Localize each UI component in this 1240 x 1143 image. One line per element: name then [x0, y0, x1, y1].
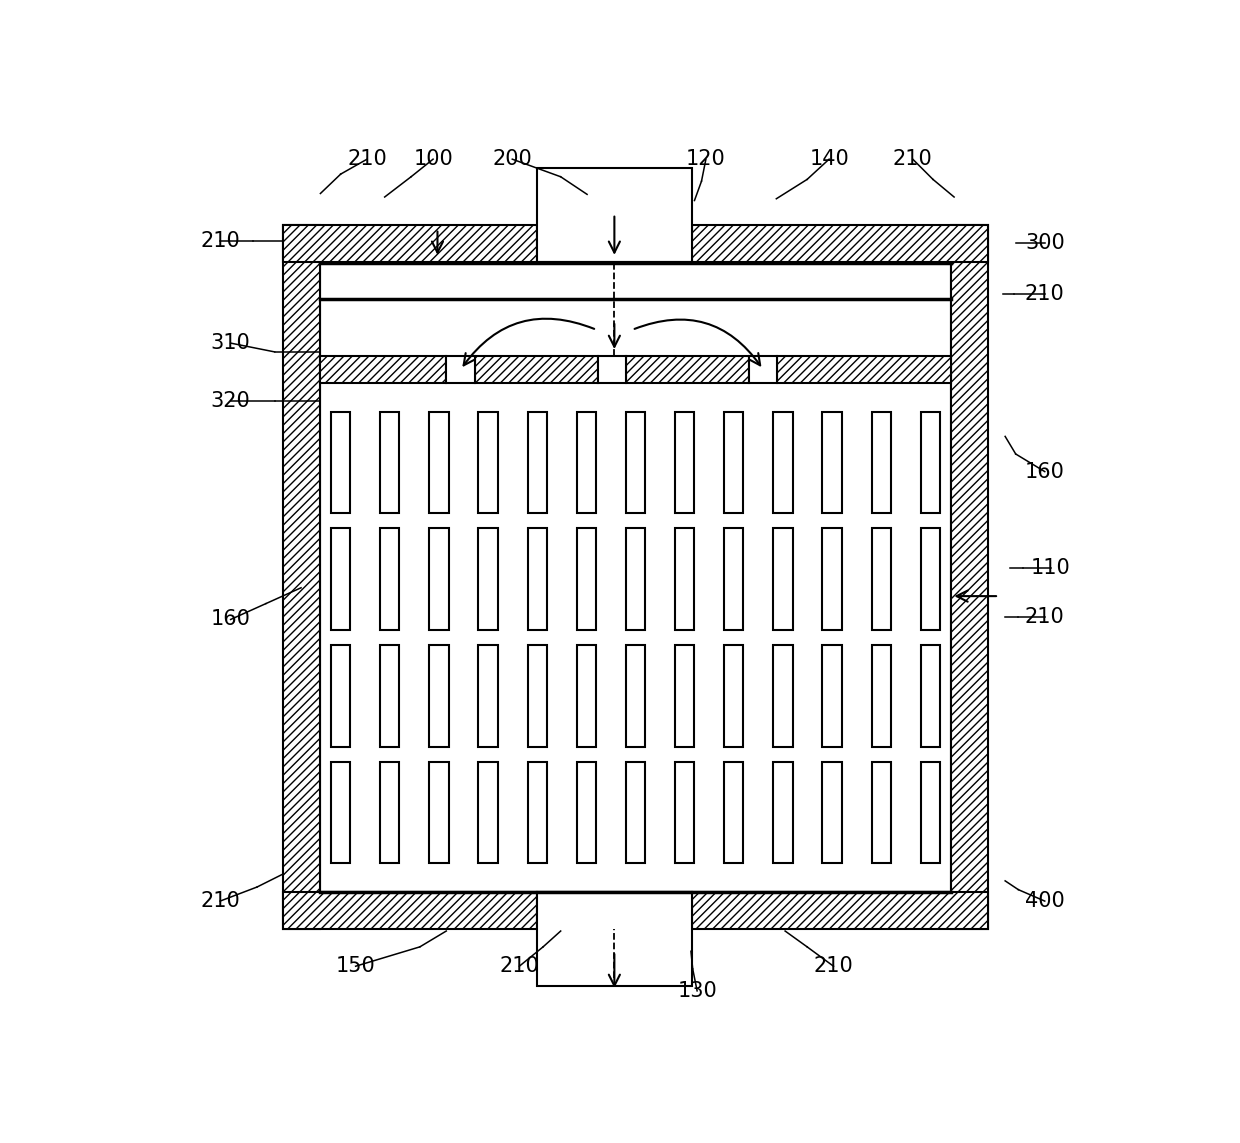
- Bar: [872, 411, 890, 513]
- Bar: [626, 646, 645, 746]
- Bar: [429, 411, 449, 513]
- Bar: [822, 762, 842, 863]
- Bar: [527, 528, 547, 630]
- Bar: [527, 762, 547, 863]
- Text: 160: 160: [211, 609, 250, 630]
- Bar: [626, 411, 645, 513]
- Bar: [577, 528, 596, 630]
- Text: 210: 210: [893, 150, 932, 169]
- Bar: [920, 411, 940, 513]
- Text: 210: 210: [200, 231, 241, 251]
- Bar: [429, 646, 449, 746]
- Bar: [774, 411, 792, 513]
- Bar: [284, 893, 537, 929]
- Bar: [381, 762, 399, 863]
- Bar: [822, 411, 842, 513]
- Bar: [724, 528, 744, 630]
- Bar: [479, 411, 497, 513]
- Bar: [675, 411, 694, 513]
- Bar: [479, 646, 497, 746]
- Bar: [598, 357, 626, 383]
- Text: 210: 210: [1025, 607, 1065, 626]
- Bar: [675, 528, 694, 630]
- Text: 210: 210: [813, 957, 853, 976]
- Bar: [774, 762, 792, 863]
- Bar: [331, 762, 351, 863]
- Bar: [446, 357, 475, 383]
- Text: 210: 210: [347, 150, 387, 169]
- Bar: [692, 225, 987, 262]
- Bar: [479, 762, 497, 863]
- Bar: [475, 357, 598, 383]
- Text: 110: 110: [1030, 559, 1071, 578]
- Bar: [822, 528, 842, 630]
- Bar: [331, 411, 351, 513]
- Bar: [626, 357, 749, 383]
- Bar: [537, 893, 692, 986]
- Bar: [872, 528, 890, 630]
- Bar: [920, 762, 940, 863]
- Text: 150: 150: [336, 957, 376, 976]
- Bar: [822, 646, 842, 746]
- Bar: [320, 357, 446, 383]
- Bar: [429, 762, 449, 863]
- Text: 400: 400: [1025, 892, 1065, 911]
- Bar: [527, 646, 547, 746]
- Bar: [749, 357, 777, 383]
- Bar: [920, 646, 940, 746]
- Text: 140: 140: [810, 150, 849, 169]
- Bar: [675, 646, 694, 746]
- Bar: [381, 528, 399, 630]
- Text: 200: 200: [492, 150, 532, 169]
- Text: 320: 320: [211, 391, 250, 411]
- Text: 210: 210: [200, 892, 241, 911]
- Bar: [284, 225, 537, 262]
- Bar: [577, 646, 596, 746]
- Bar: [479, 528, 497, 630]
- Bar: [951, 225, 987, 929]
- Bar: [527, 411, 547, 513]
- Bar: [675, 762, 694, 863]
- Bar: [872, 646, 890, 746]
- Bar: [284, 225, 320, 929]
- Text: 100: 100: [413, 150, 453, 169]
- Text: 210: 210: [1025, 283, 1065, 304]
- Bar: [777, 357, 951, 383]
- Text: 310: 310: [211, 333, 250, 353]
- Text: 120: 120: [686, 150, 725, 169]
- Bar: [331, 528, 351, 630]
- Text: 160: 160: [1024, 462, 1065, 481]
- Bar: [724, 762, 744, 863]
- Bar: [626, 528, 645, 630]
- Bar: [320, 262, 951, 893]
- Bar: [577, 762, 596, 863]
- Text: 210: 210: [500, 957, 539, 976]
- Bar: [381, 646, 399, 746]
- Bar: [692, 893, 987, 929]
- Bar: [774, 646, 792, 746]
- Bar: [381, 411, 399, 513]
- Bar: [429, 528, 449, 630]
- Bar: [872, 762, 890, 863]
- Bar: [724, 411, 744, 513]
- Bar: [331, 646, 351, 746]
- Bar: [774, 528, 792, 630]
- Bar: [724, 646, 744, 746]
- Bar: [920, 528, 940, 630]
- Bar: [537, 168, 692, 262]
- Text: 130: 130: [677, 981, 717, 1001]
- Bar: [626, 762, 645, 863]
- Text: 300: 300: [1025, 233, 1065, 253]
- Bar: [577, 411, 596, 513]
